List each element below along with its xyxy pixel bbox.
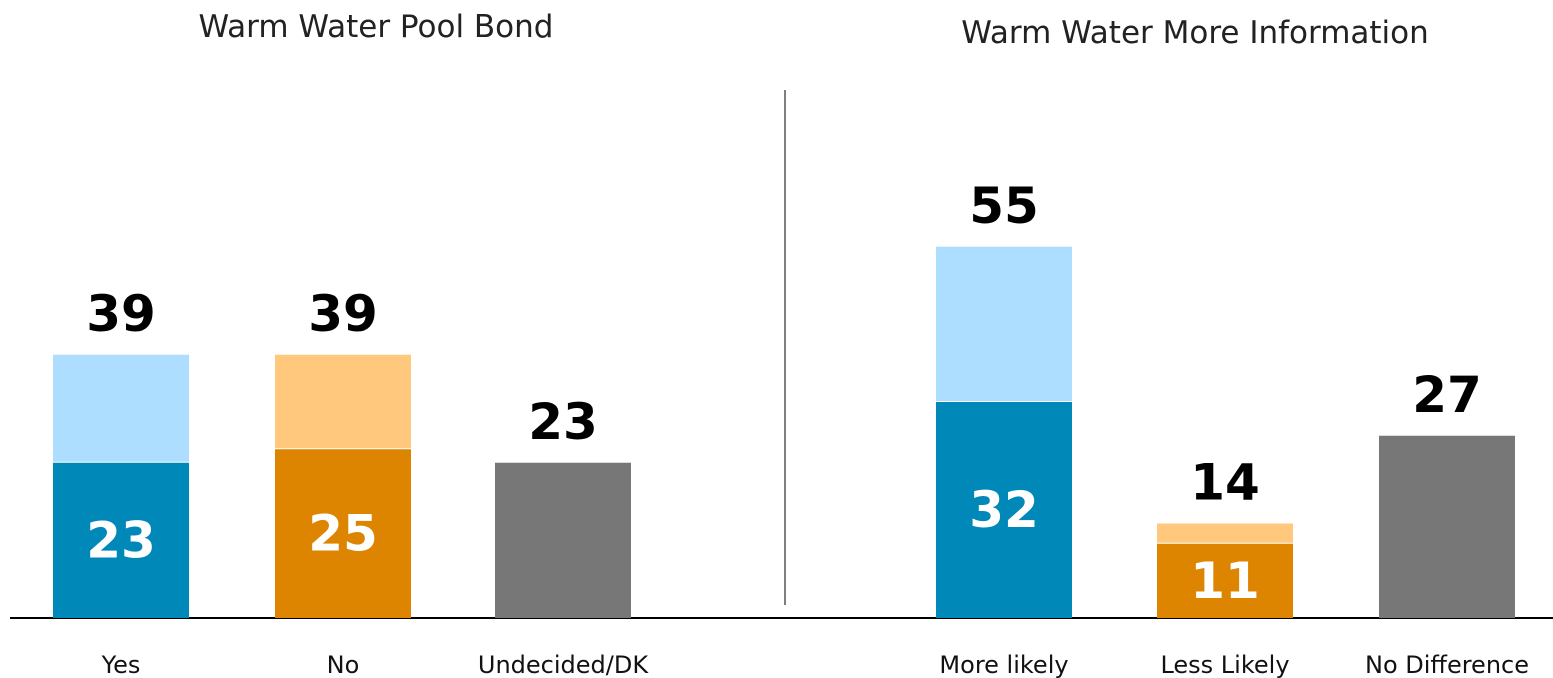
bar-soft-yes: [53, 354, 189, 462]
bar-inner-label-less-likely: 11: [1190, 552, 1260, 610]
category-label-no-difference: No Difference: [1365, 651, 1529, 678]
bar-total-label-less-likely: 14: [1190, 454, 1260, 512]
category-label-less-likely: Less Likely: [1160, 651, 1289, 678]
bar-inner-label-more-likely: 32: [969, 481, 1039, 539]
bar-total-label-more-likely: 55: [969, 177, 1039, 235]
category-label-yes: Yes: [101, 651, 141, 678]
bar-inner-label-no: 25: [308, 505, 378, 563]
bar-strong-no: [275, 449, 411, 618]
bar-total-label-no: 39: [308, 285, 378, 343]
bar-soft-no: [275, 354, 411, 449]
bar-inner-label-yes: 23: [86, 511, 156, 569]
bar-soft-more-likely: [936, 246, 1072, 401]
category-label-no: No: [327, 651, 360, 678]
bar-strong-yes: [53, 462, 189, 618]
bar-soft-less-likely: [1157, 523, 1293, 543]
bar-total-label-no-difference: 27: [1412, 366, 1482, 424]
category-label-undecided-dk: Undecided/DK: [478, 651, 649, 678]
bar-no-difference: [1379, 435, 1515, 618]
chart-title-pool-bond: Warm Water Pool Bond: [199, 9, 554, 45]
bar-strong-more-likely: [936, 402, 1072, 618]
bar-strong-less-likely: [1157, 543, 1293, 618]
chart-title-more-information: Warm Water More Information: [961, 15, 1429, 51]
bar-undecided-dk: [495, 462, 631, 618]
chart-marks: 23 39 Yes 25 39 No 23 Undecided/DK 32 55 More like…: [53, 177, 1529, 678]
bar-total-label-yes: 39: [86, 285, 156, 343]
category-label-more-likely: More likely: [939, 651, 1068, 678]
bar-total-label-undecided-dk: 23: [528, 393, 598, 451]
